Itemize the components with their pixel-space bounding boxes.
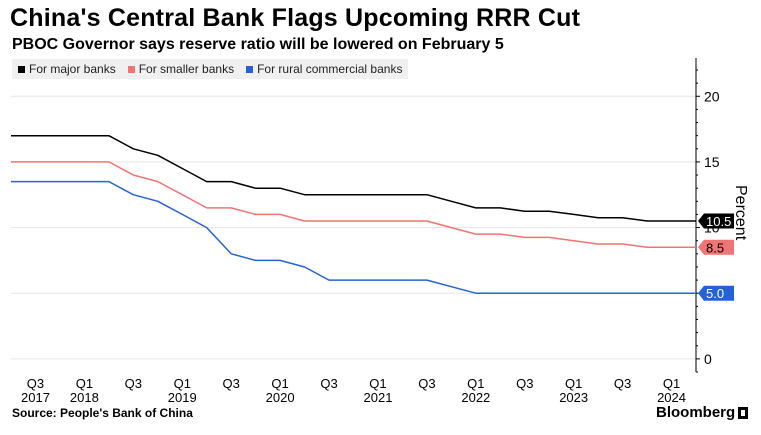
end-label-tag-1 [698, 239, 734, 255]
legend-item-rural-banks: For rural commercial banks [246, 62, 402, 76]
legend-label-major-banks: For major banks [29, 62, 116, 76]
x-tick-quarter: Q3 [418, 376, 435, 391]
x-tick-quarter: Q3 [614, 376, 631, 391]
x-tick-year: 2023 [559, 390, 588, 405]
source-note: Source: People's Bank of China [12, 406, 193, 420]
x-tick-quarter: Q1 [271, 376, 288, 391]
legend-label-smaller-banks: For smaller banks [138, 62, 235, 76]
end-label-tag-2 [698, 285, 734, 301]
y-tick-label-15: 15 [704, 154, 720, 170]
y-axis-label: Percent [732, 185, 749, 241]
end-value-labels: 10.5 8.5 5.0 [698, 213, 734, 301]
x-tick-quarter: Q1 [467, 376, 484, 391]
x-tick-quarter: Q1 [369, 376, 386, 391]
gridlines [11, 95, 696, 360]
y-tick-label-20: 20 [704, 88, 720, 104]
x-tick-year: 2024 [657, 390, 686, 405]
end-label-text-1: 8.5 [706, 240, 724, 255]
y-tick-label-0: 0 [704, 351, 712, 367]
series-lines [11, 134, 696, 294]
legend: For major banks For smaller banks For ru… [12, 59, 409, 79]
x-tick-quarter: Q1 [565, 376, 582, 391]
x-tick-quarter: Q3 [223, 376, 240, 391]
legend-swatch-rural-banks [246, 65, 254, 73]
x-tick-quarter: Q1 [663, 376, 680, 391]
x-tick-year: 2020 [266, 390, 295, 405]
bloomberg-logo: Bloomberg [656, 404, 749, 421]
legend-item-major-banks: For major banks [18, 62, 116, 76]
x-tick-quarter: Q3 [125, 376, 142, 391]
series-line-2 [11, 180, 696, 294]
x-tick-year: 2019 [168, 390, 197, 405]
x-tick-quarter: Q1 [76, 376, 93, 391]
legend-swatch-major-banks [18, 65, 25, 73]
series-line-1 [11, 161, 696, 249]
end-label-text-2: 5.0 [706, 286, 724, 301]
end-label-tag-0 [698, 213, 734, 229]
end-label-text-0: 10.5 [706, 214, 731, 229]
brand-name: Bloomberg [656, 404, 736, 421]
x-tick-year: 2021 [364, 390, 393, 405]
x-tick-quarter: Q3 [27, 376, 44, 391]
chart-title: China's Central Bank Flags Upcoming RRR … [10, 4, 581, 32]
legend-item-smaller-banks: For smaller banks [127, 62, 235, 76]
x-tick-year: 2018 [70, 390, 99, 405]
legend-swatch-smaller-banks [127, 65, 135, 73]
tick-marks [696, 69, 700, 373]
x-tick-year: 2022 [461, 390, 490, 405]
x-tick-year: 2017 [21, 390, 50, 405]
chart-subtitle: PBOC Governor says reserve ratio will be… [12, 36, 504, 53]
x-tick-quarter: Q3 [320, 376, 337, 391]
legend-label-rural-banks: For rural commercial banks [257, 62, 403, 76]
series-line-0 [11, 134, 696, 222]
x-tick-quarter: Q1 [174, 376, 191, 391]
x-tick-quarter: Q3 [516, 376, 533, 391]
bloomberg-terminal-icon [738, 406, 749, 419]
